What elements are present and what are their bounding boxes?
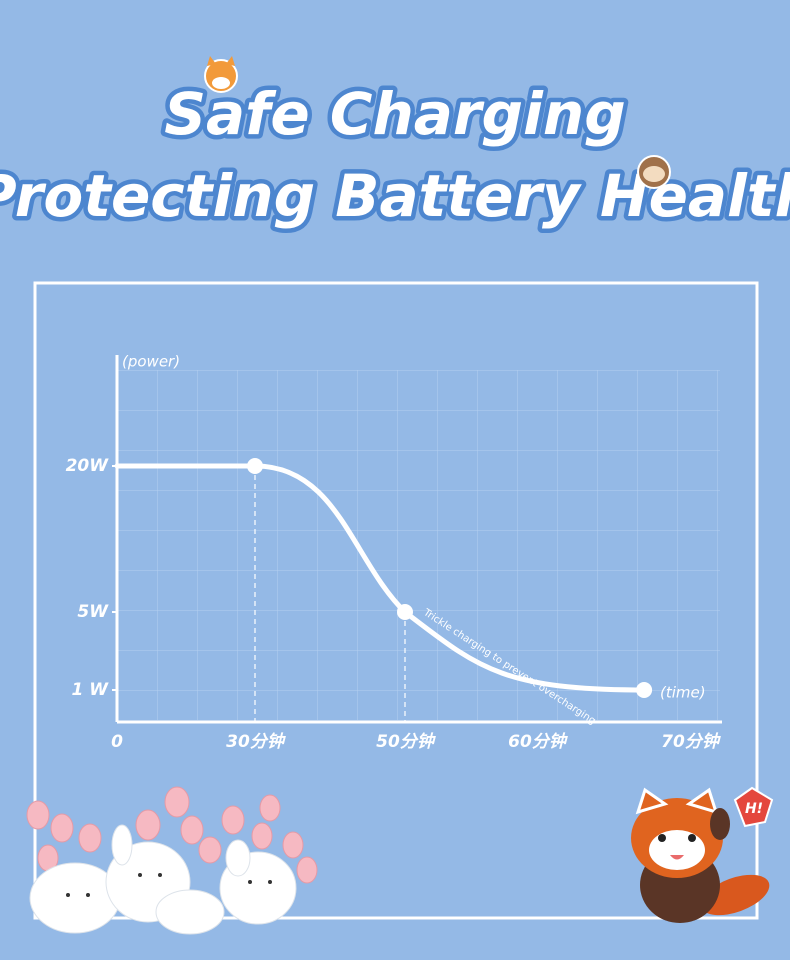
bunnies	[26, 786, 318, 935]
red-panda: H!	[631, 786, 774, 923]
x-tick-label: 70分钟	[661, 732, 722, 752]
fox-icon	[204, 56, 238, 93]
grid-pattern	[118, 370, 720, 720]
x-tick-label: 0	[111, 732, 123, 752]
subtitle: Protecting Battery Health	[0, 162, 790, 230]
point	[397, 604, 413, 620]
point	[636, 682, 653, 698]
frame	[33, 281, 759, 920]
sloth-icon	[637, 155, 671, 189]
y-tick-label: 5W	[77, 602, 109, 622]
badge: H!	[745, 801, 763, 817]
point	[247, 458, 263, 474]
x-tick-label: 50分钟	[376, 732, 437, 752]
x-axis-label: (time)	[660, 684, 706, 702]
x-tick-label: 60分钟	[508, 732, 569, 752]
y-tick-label: 20W	[66, 456, 110, 476]
y-axis-label: (power)	[122, 353, 180, 371]
title: Safe Charging	[164, 80, 625, 148]
x-tick-label: 30分钟	[226, 732, 287, 752]
y-tick-label: 1 W	[72, 680, 110, 700]
